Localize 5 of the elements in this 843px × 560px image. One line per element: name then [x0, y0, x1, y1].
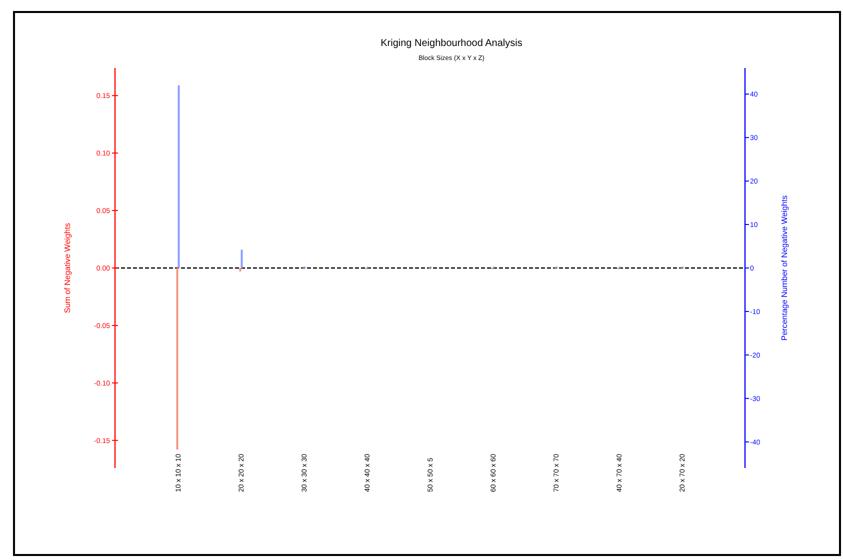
chart-title: Kriging Neighbourhood Analysis: [380, 38, 522, 49]
y-axis-title: Sum of Negative Weights: [63, 222, 72, 314]
y2-axis-title: Percentage Number of Negative Weights: [780, 195, 789, 341]
bar: [178, 85, 180, 268]
bar: [240, 250, 243, 268]
